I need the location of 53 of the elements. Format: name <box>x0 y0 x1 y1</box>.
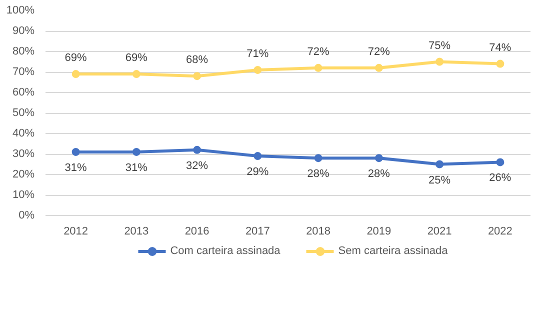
point <box>193 146 202 154</box>
data-label: 74% <box>489 42 512 54</box>
x-tick-label: 2022 <box>488 226 512 238</box>
point <box>436 160 444 168</box>
data-label: 32% <box>186 160 208 172</box>
data-label: 31% <box>64 162 88 174</box>
data-label: 69% <box>125 52 148 64</box>
x-tick-label: 2017 <box>245 226 270 238</box>
point <box>132 70 140 78</box>
x-tick-label: 2018 <box>306 226 331 238</box>
data-label: 31% <box>125 162 148 174</box>
point <box>496 158 504 166</box>
data-label: 28% <box>368 168 390 180</box>
point <box>314 64 322 72</box>
data-label: 72% <box>368 46 390 58</box>
data-label: 71% <box>246 48 269 60</box>
data-label: 75% <box>428 40 451 52</box>
data-label: 25% <box>428 174 451 186</box>
point <box>496 60 504 68</box>
y-tick-label: 100% <box>6 4 35 16</box>
legend-label: Com carteira assinada <box>170 245 280 257</box>
data-label: 72% <box>307 46 330 58</box>
legend-label: Sem carteira assinada <box>338 245 448 257</box>
data-label: 69% <box>64 52 88 64</box>
y-tick-label: 0% <box>18 210 35 222</box>
y-tick-label: 50% <box>12 107 35 119</box>
point <box>254 152 262 160</box>
point <box>436 58 444 66</box>
point <box>132 148 140 156</box>
point <box>314 154 322 162</box>
y-tick-label: 40% <box>12 128 35 140</box>
point <box>193 72 202 80</box>
x-tick-label: 2013 <box>124 226 149 238</box>
y-tick-label: 80% <box>12 46 35 58</box>
x-tick-label: 2012 <box>64 226 88 238</box>
y-tick-label: 10% <box>12 189 35 201</box>
y-tick-label: 30% <box>12 148 35 160</box>
x-tick-label: 2021 <box>427 226 452 238</box>
y-tick-label: 90% <box>12 25 35 37</box>
x-tick-label: 2016 <box>184 226 210 238</box>
point <box>72 70 80 78</box>
point <box>374 154 383 162</box>
data-label: 26% <box>489 172 512 184</box>
data-label: 28% <box>307 168 330 180</box>
point <box>374 64 383 72</box>
x-tick-label: 2019 <box>366 226 392 238</box>
point <box>72 148 80 156</box>
y-tick-label: 20% <box>12 168 35 180</box>
point <box>254 66 262 74</box>
y-tick-label: 60% <box>12 86 35 98</box>
y-tick-label: 70% <box>12 66 35 78</box>
data-label: 68% <box>186 54 208 66</box>
data-label: 29% <box>246 166 269 178</box>
